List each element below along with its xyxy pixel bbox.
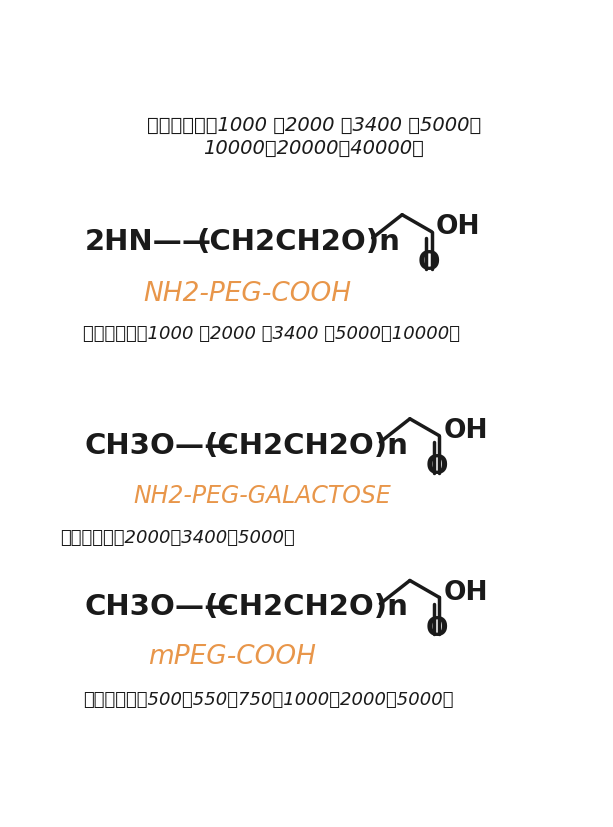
Text: mPEG-COOH: mPEG-COOH	[148, 644, 316, 671]
Text: 可选分子量：1000 、2000 、3400 、5000、: 可选分子量：1000 、2000 、3400 、5000、	[147, 116, 481, 135]
Text: CH3O——: CH3O——	[85, 594, 234, 621]
Text: NH2-PEG-GALACTOSE: NH2-PEG-GALACTOSE	[134, 484, 392, 508]
Text: OH: OH	[443, 418, 488, 444]
Text: 可选分子量：1000 、2000 、3400 、5000、10000等: 可选分子量：1000 、2000 、3400 、5000、10000等	[83, 325, 460, 343]
Text: (CH2CH2O)n: (CH2CH2O)n	[205, 432, 408, 460]
Text: 可选分子量：2000、3400、5000等: 可选分子量：2000、3400、5000等	[60, 529, 295, 547]
Text: OH: OH	[443, 580, 488, 606]
Text: O: O	[426, 454, 448, 480]
Text: O: O	[418, 251, 441, 276]
Text: 10000、20000、40000等: 10000、20000、40000等	[204, 139, 424, 158]
Text: (CH2CH2O)n: (CH2CH2O)n	[197, 227, 401, 256]
Text: 2HN——: 2HN——	[85, 227, 211, 256]
Text: CH3O——: CH3O——	[85, 432, 234, 460]
Text: 可选分子量：500、550、750、1000、2000、5000等: 可选分子量：500、550、750、1000、2000、5000等	[83, 691, 454, 709]
Text: OH: OH	[435, 214, 480, 240]
Text: (CH2CH2O)n: (CH2CH2O)n	[205, 594, 408, 621]
Text: O: O	[426, 616, 448, 642]
Text: NH2-PEG-COOH: NH2-PEG-COOH	[143, 281, 351, 307]
